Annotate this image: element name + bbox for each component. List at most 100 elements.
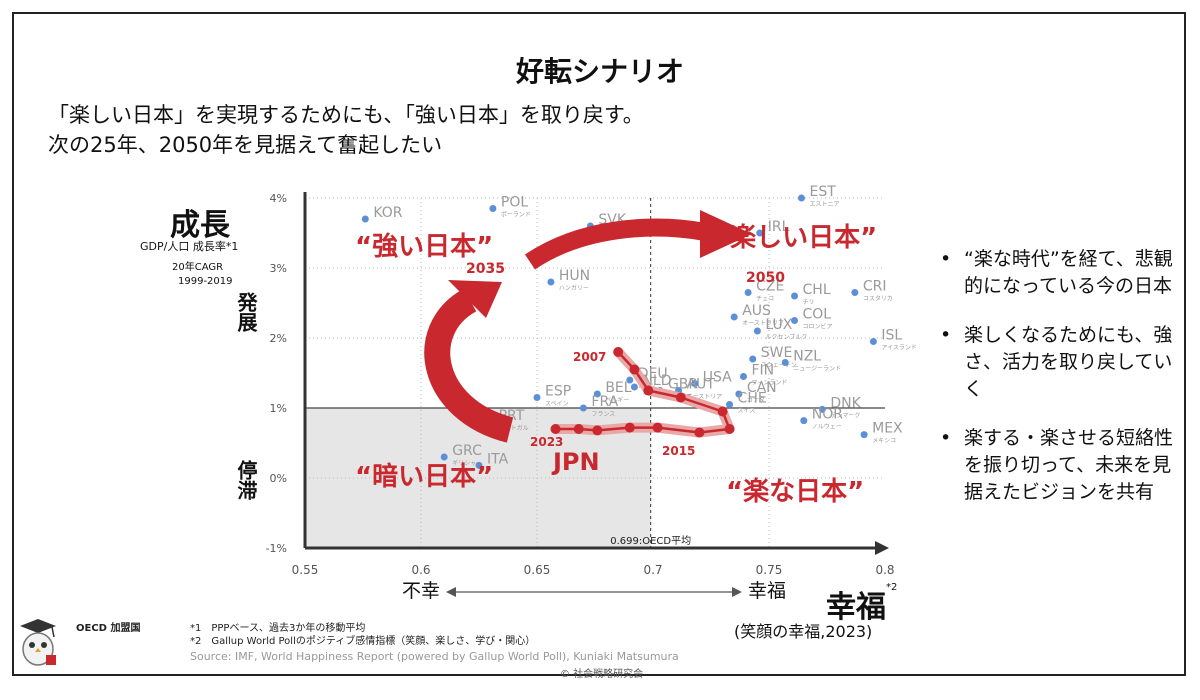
- point-label: EST: [809, 184, 836, 200]
- data-point-cze: [744, 289, 752, 296]
- point-label: BEL: [605, 380, 631, 396]
- point-label: GRC: [452, 443, 482, 459]
- point-sublabel: スイス: [738, 408, 756, 415]
- point-sublabel: コスタリカ: [863, 295, 893, 303]
- point-label: GBR: [668, 377, 698, 393]
- point-label: ISL: [881, 328, 902, 344]
- jpn-trajectory-point: [592, 425, 603, 436]
- point-label: CRI: [863, 279, 887, 295]
- tick-labels-layer: -1% 0% 1% 2% 3% 4% 0.55 0.6 0.65 0.7 0.75 0.8 0.699:…: [266, 192, 895, 577]
- x-tick-label: 0.65: [524, 563, 551, 577]
- year-label-2035: 2035: [466, 261, 505, 277]
- x-axis-subtitle: (笑顔の幸福,2023): [734, 622, 873, 641]
- jpn-trajectory-point: [550, 424, 561, 434]
- bullet-item: 楽する・楽させる短絡性を振り切って、未来を見据えたビジョンを共有: [938, 425, 1178, 506]
- point-label: FIN: [751, 363, 774, 379]
- point-label: CAN: [747, 380, 777, 396]
- point-sublabel: コロンビア: [803, 323, 833, 331]
- point-label: KOR: [373, 205, 402, 221]
- point-label: COL: [803, 307, 832, 323]
- year-label-2007: 2007: [573, 350, 606, 364]
- y-axis-upper-label: 発展: [234, 292, 258, 332]
- data-point-nor: [800, 417, 808, 425]
- point-sublabel: チリ: [803, 299, 815, 306]
- jpn-trajectory-point: [629, 364, 640, 375]
- jpn-trajectory-point: [652, 422, 663, 433]
- point-label: HUN: [559, 268, 590, 284]
- y-tick-label: -1%: [266, 542, 287, 555]
- y-axis-subtitle: GDP/人口 成長率*1: [140, 240, 239, 253]
- data-point-ita: [475, 461, 483, 469]
- point-sublabel: メキシコ: [872, 438, 896, 445]
- point-label: LUX: [765, 317, 792, 333]
- y-tick-label: 2%: [270, 332, 287, 345]
- data-point-che: [726, 401, 734, 408]
- point-label: CHL: [803, 282, 831, 298]
- bullet-item: “楽な時代”を経て、悲観的になっている今の日本: [938, 246, 1178, 300]
- point-sublabel: デンマーク: [830, 411, 860, 419]
- data-point-bel: [593, 390, 601, 398]
- data-point-usa: [691, 380, 699, 387]
- point-sublabel: ポーランド: [501, 211, 531, 219]
- data-point-est: [797, 194, 805, 202]
- y-axis-period-label: 20年CAGR: [172, 262, 224, 273]
- point-label: USA: [703, 370, 732, 386]
- quadrant-fun-label: “楽しい日本”: [713, 223, 877, 253]
- y-axis-years-label: 1999-2019: [178, 276, 233, 287]
- point-sublabel: フランス: [591, 411, 615, 418]
- happiness-scale-left-head: [446, 587, 456, 597]
- point-label: NOR: [812, 407, 843, 423]
- data-point-fra: [579, 404, 587, 412]
- x-tick-label: 0.7: [643, 563, 662, 577]
- footnote-2: *2 Gallup World Pollのポジティブ感情指標（笑顔、楽しさ、学び…: [190, 636, 536, 647]
- data-point-aus: [730, 313, 738, 321]
- slide-title: 好転シナリオ: [515, 55, 684, 88]
- data-point-col: [791, 317, 799, 324]
- bullet-list: “楽な時代”を経て、悲観的になっている今の日本 楽しくなるためにも、強さ、活力を…: [938, 246, 1178, 528]
- copyright-text: © 社会戦略研究会: [560, 669, 644, 680]
- x-axis-right-label: 幸福: [748, 580, 786, 602]
- data-point-cri: [851, 289, 859, 296]
- upturn-arrow-head: [448, 280, 502, 318]
- lead-line-1: 「楽しい日本」を実現するためにも、「強い日本」を取り戻す。: [48, 103, 644, 127]
- point-sublabel: カナダ: [747, 396, 765, 404]
- oecd-note: OECD 加盟国: [76, 623, 141, 634]
- point-sublabel: ニュージーランド: [793, 366, 841, 373]
- y-tick-label: 4%: [270, 192, 287, 205]
- quadrant-dark-label: “暗い日本”: [355, 462, 493, 492]
- happiness-scale-right-head: [732, 587, 742, 597]
- point-sublabel: アイスランド: [881, 345, 917, 352]
- point-sublabel: フィンランド: [751, 380, 787, 387]
- data-point-isl: [869, 338, 877, 345]
- point-sublabel: ハンガリー: [559, 284, 589, 292]
- point-label: CHE: [738, 391, 767, 407]
- point-sublabel: エストニア: [809, 201, 839, 208]
- jpn-trajectory-point: [675, 392, 686, 403]
- quadrant-easy-label: “楽な日本”: [726, 477, 864, 507]
- year-label-2050: 2050: [746, 270, 785, 286]
- jpn-label: JPN: [551, 448, 600, 476]
- x-axis-left-label: 不幸: [402, 580, 440, 602]
- data-point-can: [735, 390, 743, 398]
- data-point-mex: [860, 431, 868, 439]
- oecd-average-label: 0.699:OECD平均: [610, 535, 691, 547]
- growth-arrow-shaft: [524, 218, 707, 270]
- data-point-irl: [756, 229, 764, 237]
- point-sublabel: オーストラリア: [742, 320, 784, 327]
- point-label: SWE: [761, 345, 793, 361]
- x-axis-title-text: 幸福: [826, 590, 886, 625]
- data-point-swe: [749, 355, 757, 363]
- point-label: IRL: [768, 219, 790, 235]
- point-sublabel: スウェーデン: [761, 361, 797, 369]
- point-sublabel: スペイン: [545, 401, 569, 408]
- jpn-trajectory-point: [573, 424, 584, 434]
- jpn-trajectory-point: [624, 422, 635, 433]
- lead-text: 「楽しい日本」を実現するためにも、「強い日本」を取り戻す。 次の25年、2050…: [48, 100, 644, 160]
- x-axis-title: 幸福*2: [826, 582, 897, 626]
- jpn-trajectory-point: [694, 427, 705, 438]
- point-label: AUS: [742, 303, 771, 319]
- data-point-pol: [489, 205, 497, 212]
- point-label: ESP: [545, 384, 571, 400]
- point-sublabel: ノルウェー: [812, 423, 842, 431]
